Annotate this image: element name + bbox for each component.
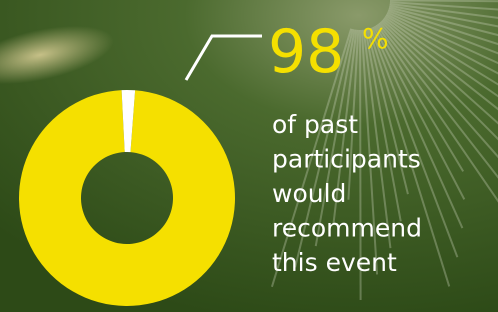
caption-line: of past — [272, 110, 358, 139]
caption-line: recommend — [272, 214, 422, 243]
percentage-unit: % — [362, 22, 389, 55]
percentage-value: 98 — [268, 17, 344, 87]
caption-line: would — [272, 179, 346, 208]
caption-line: participants — [272, 145, 421, 174]
caption-line: this event — [272, 248, 397, 277]
infographic: 98 % of past participants would recommend th… — [0, 0, 498, 312]
